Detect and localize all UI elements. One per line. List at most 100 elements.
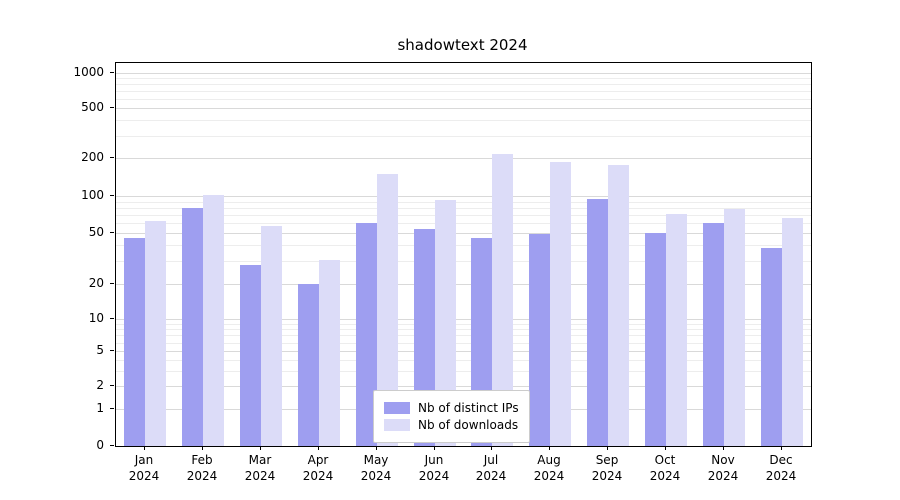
minor-gridline <box>116 359 811 361</box>
x-tick-label: Oct 2024 <box>649 453 681 483</box>
minor-gridline <box>116 370 811 372</box>
bar-distinct-ips <box>181 207 203 446</box>
y-tick-mark <box>110 350 114 351</box>
legend-swatch-distinct-ips <box>384 402 410 414</box>
legend-label-downloads: Nb of downloads <box>418 418 519 432</box>
minor-gridline <box>116 120 811 122</box>
chart-title: shadowtext 2024 <box>397 36 528 54</box>
x-tick-label: May 2024 <box>360 453 392 483</box>
x-tick-mark <box>723 446 724 450</box>
x-tick-mark <box>781 446 782 450</box>
y-tick-mark <box>110 408 114 409</box>
legend-item-downloads: Nb of downloads <box>384 418 519 432</box>
plot-area: Nb of distinct IPs Nb of downloads <box>115 62 812 447</box>
y-tick-mark <box>110 72 114 73</box>
x-tick-label: Nov 2024 <box>707 453 739 483</box>
bar-distinct-ips <box>703 223 725 446</box>
minor-gridline <box>116 78 811 80</box>
major-gridline <box>116 73 811 74</box>
x-tick-label: Sep 2024 <box>591 453 623 483</box>
major-gridline <box>116 196 811 197</box>
x-tick-mark <box>144 446 145 450</box>
bar-distinct-ips <box>297 284 319 446</box>
minor-gridline <box>116 261 811 263</box>
x-tick-mark <box>376 446 377 450</box>
x-tick-label: Jul 2024 <box>475 453 507 483</box>
y-tick-mark <box>110 445 114 446</box>
major-gridline <box>116 319 811 320</box>
minor-gridline <box>116 329 811 331</box>
legend-item-distinct-ips: Nb of distinct IPs <box>384 401 519 415</box>
legend: Nb of distinct IPs Nb of downloads <box>373 390 530 443</box>
minor-gridline <box>116 201 811 203</box>
minor-gridline <box>116 323 811 325</box>
y-tick-label: 1 <box>96 401 104 415</box>
minor-gridline <box>116 84 811 86</box>
x-tick-label: Jan 2024 <box>128 453 160 483</box>
y-tick-label: 20 <box>88 276 104 290</box>
y-tick-label: 10 <box>88 311 104 325</box>
x-tick-mark <box>202 446 203 450</box>
y-tick-label: 1000 <box>73 65 104 79</box>
major-gridline <box>116 351 811 352</box>
x-tick-mark <box>491 446 492 450</box>
minor-gridline <box>116 215 811 217</box>
y-tick-label: 2 <box>96 378 104 392</box>
bar-downloads <box>608 165 630 446</box>
x-tick-label: Jun 2024 <box>418 453 450 483</box>
minor-gridline <box>116 245 811 247</box>
minor-gridline <box>116 342 811 344</box>
minor-gridline <box>116 335 811 337</box>
x-tick-mark <box>318 446 319 450</box>
minor-gridline <box>116 135 811 137</box>
y-tick-mark <box>110 318 114 319</box>
bar-downloads <box>782 218 804 446</box>
major-gridline <box>116 284 811 285</box>
minor-gridline <box>116 207 811 209</box>
x-tick-mark <box>434 446 435 450</box>
x-tick-label: Dec 2024 <box>765 453 797 483</box>
y-tick-label: 100 <box>81 188 104 202</box>
y-tick-label: 500 <box>81 100 104 114</box>
y-tick-mark <box>110 283 114 284</box>
y-tick-mark <box>110 195 114 196</box>
y-tick-label: 5 <box>96 343 104 357</box>
x-tick-label: Mar 2024 <box>244 453 276 483</box>
x-tick-mark <box>665 446 666 450</box>
y-tick-mark <box>110 385 114 386</box>
legend-swatch-downloads <box>384 419 410 431</box>
bar-downloads <box>492 154 514 446</box>
bar-distinct-ips <box>123 237 145 446</box>
minor-gridline <box>116 223 811 225</box>
bar-downloads <box>202 194 224 446</box>
bar-distinct-ips <box>529 234 551 446</box>
x-tick-label: Aug 2024 <box>533 453 565 483</box>
y-tick-mark <box>110 157 114 158</box>
y-tick-label: 200 <box>81 150 104 164</box>
x-tick-mark <box>607 446 608 450</box>
bar-distinct-ips <box>355 223 377 446</box>
legend-label-distinct-ips: Nb of distinct IPs <box>418 401 519 415</box>
bar-distinct-ips <box>587 198 609 446</box>
y-tick-label: 0 <box>96 438 104 452</box>
bar-downloads <box>376 173 398 446</box>
bar-downloads <box>144 220 166 446</box>
bar-downloads <box>318 259 340 446</box>
bar-downloads <box>434 200 456 446</box>
bar-distinct-ips <box>239 265 261 446</box>
y-tick-mark <box>110 107 114 108</box>
bar-distinct-ips <box>761 248 783 446</box>
x-tick-mark <box>260 446 261 450</box>
bar-downloads <box>724 208 746 446</box>
major-gridline <box>116 108 811 109</box>
major-gridline <box>116 158 811 159</box>
bar-downloads <box>550 162 572 446</box>
y-tick-mark <box>110 232 114 233</box>
x-tick-label: Apr 2024 <box>302 453 334 483</box>
bar-distinct-ips <box>645 233 667 446</box>
major-gridline <box>116 386 811 387</box>
bar-downloads <box>260 226 282 446</box>
minor-gridline <box>116 98 811 100</box>
x-tick-mark <box>549 446 550 450</box>
